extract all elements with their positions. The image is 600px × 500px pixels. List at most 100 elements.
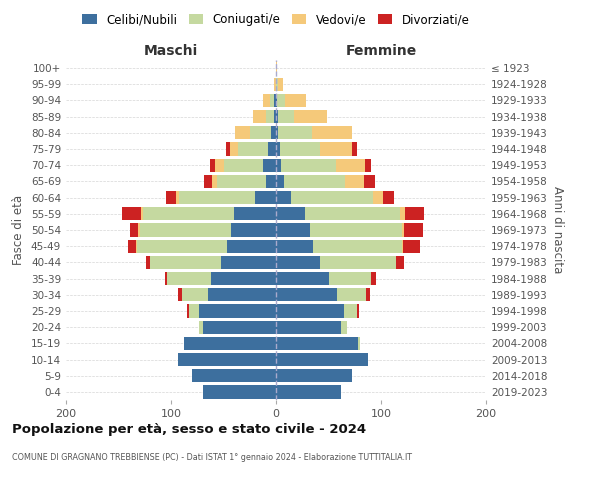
Bar bbox=[130, 224, 139, 236]
Bar bbox=[128, 240, 136, 253]
Bar bbox=[187, 304, 189, 318]
Bar bbox=[402, 224, 404, 236]
Bar bbox=[276, 62, 277, 74]
Bar bbox=[263, 94, 270, 107]
Bar bbox=[263, 158, 276, 172]
Bar bbox=[208, 288, 276, 302]
Bar bbox=[276, 191, 290, 204]
Bar bbox=[276, 320, 341, 334]
Bar bbox=[276, 240, 313, 253]
Bar bbox=[178, 288, 182, 302]
Bar bbox=[223, 158, 263, 172]
Bar bbox=[167, 272, 211, 285]
Bar bbox=[178, 353, 276, 366]
Bar bbox=[366, 288, 370, 302]
Bar bbox=[281, 158, 336, 172]
Bar bbox=[164, 272, 167, 285]
Y-axis label: Fasce di età: Fasce di età bbox=[13, 195, 25, 265]
Bar bbox=[276, 78, 278, 91]
Bar bbox=[250, 126, 271, 140]
Bar bbox=[199, 304, 276, 318]
Text: Maschi: Maschi bbox=[144, 44, 198, 58]
Bar bbox=[337, 288, 366, 302]
Legend: Celibi/Nubili, Coniugati/e, Vedovi/e, Divorziati/e: Celibi/Nubili, Coniugati/e, Vedovi/e, Di… bbox=[77, 8, 475, 31]
Bar bbox=[274, 110, 276, 124]
Bar bbox=[346, 175, 364, 188]
Bar bbox=[192, 369, 276, 382]
Bar bbox=[199, 320, 203, 334]
Bar bbox=[364, 175, 374, 188]
Bar bbox=[352, 142, 357, 156]
Bar bbox=[404, 224, 423, 236]
Bar bbox=[276, 126, 278, 140]
Bar bbox=[403, 240, 420, 253]
Bar bbox=[140, 224, 231, 236]
Bar bbox=[276, 353, 368, 366]
Bar bbox=[329, 272, 371, 285]
Bar bbox=[286, 94, 307, 107]
Y-axis label: Anni di nascita: Anni di nascita bbox=[551, 186, 564, 274]
Bar bbox=[139, 224, 140, 236]
Bar bbox=[276, 158, 281, 172]
Bar bbox=[280, 142, 320, 156]
Bar bbox=[278, 126, 312, 140]
Bar bbox=[215, 158, 223, 172]
Bar bbox=[238, 142, 268, 156]
Bar bbox=[211, 272, 276, 285]
Bar bbox=[136, 240, 137, 253]
Bar bbox=[276, 94, 277, 107]
Text: Femmine: Femmine bbox=[346, 44, 416, 58]
Bar bbox=[271, 126, 276, 140]
Bar bbox=[276, 304, 344, 318]
Bar bbox=[276, 142, 280, 156]
Bar bbox=[265, 175, 276, 188]
Bar bbox=[276, 175, 284, 188]
Bar bbox=[231, 224, 276, 236]
Bar bbox=[150, 256, 221, 269]
Bar bbox=[268, 142, 276, 156]
Bar bbox=[276, 288, 337, 302]
Bar bbox=[313, 240, 402, 253]
Bar bbox=[235, 126, 250, 140]
Bar bbox=[265, 110, 274, 124]
Bar bbox=[278, 110, 294, 124]
Bar bbox=[310, 224, 402, 236]
Bar bbox=[373, 191, 383, 204]
Bar bbox=[276, 272, 329, 285]
Bar bbox=[182, 288, 208, 302]
Bar bbox=[203, 175, 212, 188]
Bar bbox=[137, 240, 227, 253]
Bar bbox=[396, 256, 404, 269]
Bar bbox=[290, 191, 373, 204]
Bar bbox=[210, 158, 215, 172]
Bar bbox=[278, 78, 283, 91]
Bar bbox=[203, 320, 276, 334]
Bar bbox=[230, 142, 238, 156]
Bar bbox=[122, 207, 140, 220]
Bar bbox=[221, 256, 276, 269]
Bar bbox=[270, 94, 274, 107]
Bar bbox=[276, 224, 310, 236]
Bar bbox=[212, 175, 217, 188]
Bar bbox=[276, 110, 278, 124]
Bar bbox=[176, 191, 179, 204]
Bar bbox=[341, 320, 347, 334]
Bar bbox=[400, 207, 405, 220]
Bar bbox=[277, 94, 286, 107]
Bar bbox=[166, 191, 176, 204]
Bar bbox=[184, 336, 276, 350]
Bar bbox=[143, 207, 234, 220]
Bar bbox=[344, 304, 357, 318]
Bar bbox=[227, 240, 276, 253]
Bar bbox=[203, 386, 276, 398]
Bar bbox=[357, 304, 359, 318]
Bar bbox=[274, 78, 276, 91]
Bar bbox=[336, 158, 365, 172]
Bar bbox=[305, 207, 400, 220]
Bar bbox=[405, 207, 424, 220]
Bar bbox=[276, 369, 352, 382]
Bar bbox=[255, 191, 276, 204]
Bar bbox=[253, 110, 265, 124]
Bar bbox=[312, 126, 352, 140]
Bar bbox=[140, 207, 143, 220]
